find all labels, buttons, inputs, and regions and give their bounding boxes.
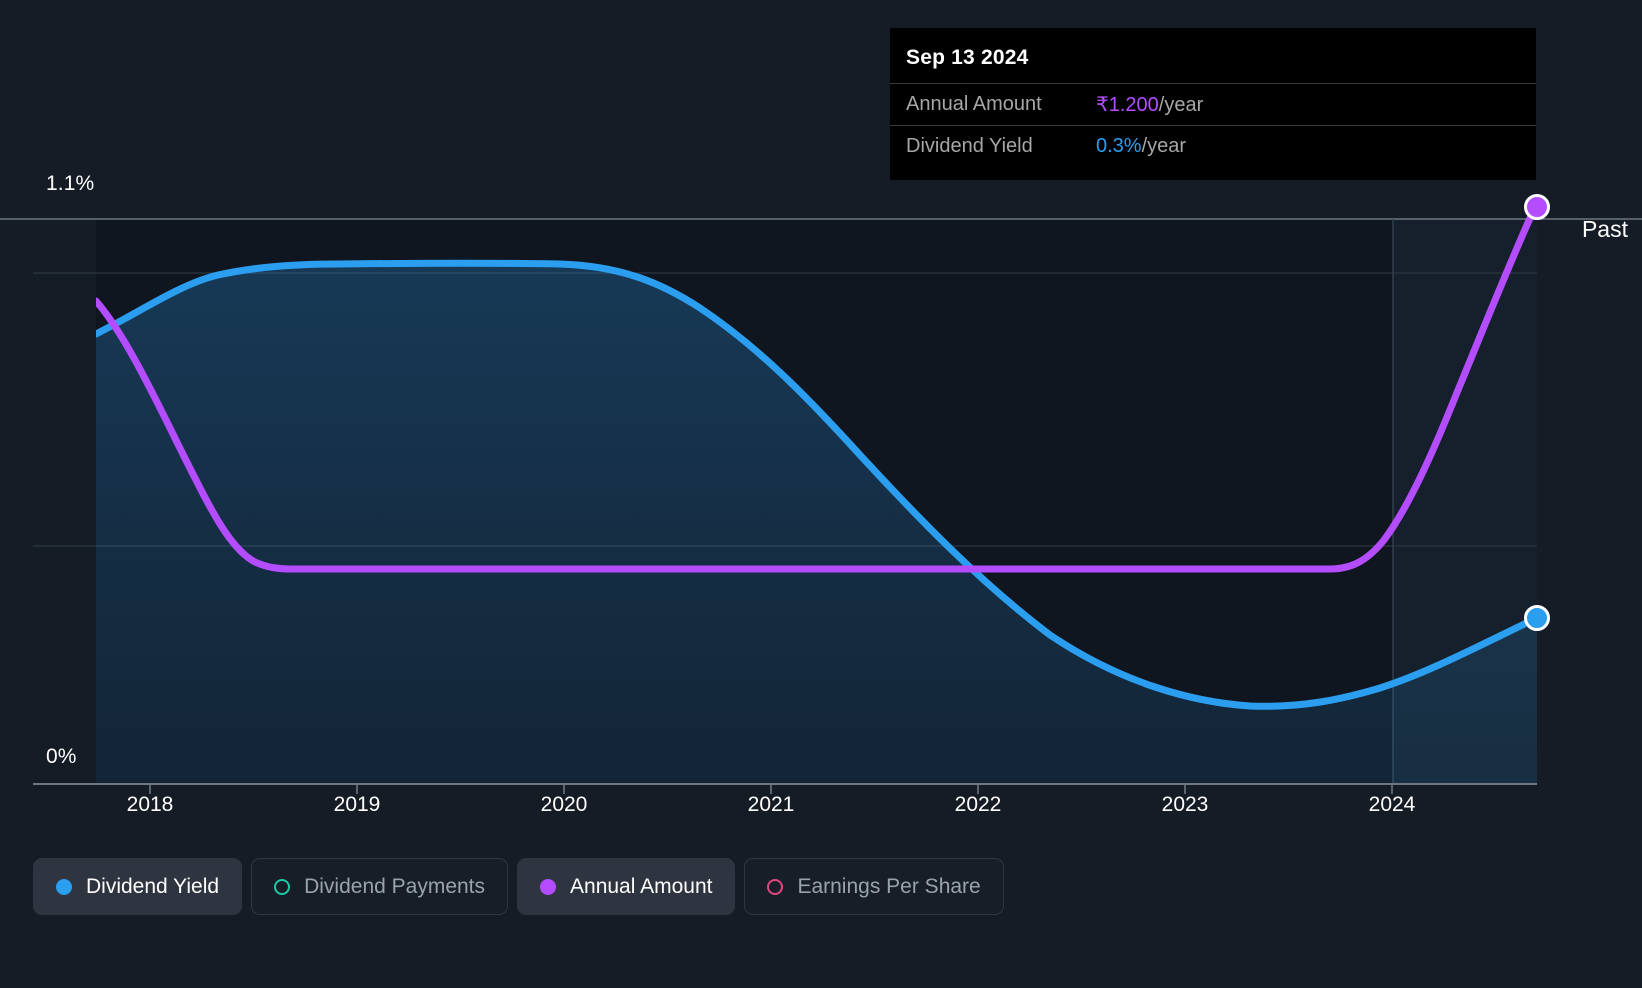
x-axis-label-2022: 2022 bbox=[954, 793, 1002, 816]
tooltip-key-annual-amount: Annual Amount bbox=[906, 93, 1042, 115]
x-axis-label-2023: 2023 bbox=[1161, 793, 1209, 816]
tooltip-amount-value: ₹1.200 bbox=[1096, 94, 1159, 116]
legend-item-earnings-per-share[interactable]: Earnings Per Share bbox=[744, 858, 1004, 915]
annual-amount-dot-icon bbox=[540, 878, 557, 895]
tooltip-spacer bbox=[890, 166, 1536, 180]
x-axis-label-2019: 2019 bbox=[333, 793, 381, 816]
dividend-yield-line bbox=[96, 259, 1537, 710]
y-axis-label-zero: 0% bbox=[46, 745, 77, 768]
tooltip-date: Sep 13 2024 bbox=[906, 46, 1029, 69]
dividend-yield-dot-icon bbox=[56, 878, 72, 895]
legend-label-earnings-per-share: Earnings Per Share bbox=[797, 874, 981, 898]
tooltip-value-dividend-yield: 0.3%/year bbox=[1096, 135, 1186, 158]
dividend-yield-area bbox=[96, 263, 1537, 783]
legend-item-annual-amount[interactable]: Annual Amount bbox=[517, 858, 736, 915]
x-axis-label-2024: 2024 bbox=[1368, 793, 1416, 816]
annual-amount-endpoint[interactable] bbox=[1524, 194, 1550, 220]
legend-label-dividend-payments: Dividend Payments bbox=[304, 874, 486, 898]
legend-item-dividend-payments[interactable]: Dividend Payments bbox=[251, 858, 509, 915]
legend-label-annual-amount: Annual Amount bbox=[570, 874, 713, 898]
dividend-payments-ring-icon bbox=[274, 878, 291, 895]
tooltip-value-annual-amount: ₹1.200/year bbox=[1096, 92, 1203, 117]
tooltip-key-dividend-yield: Dividend Yield bbox=[906, 134, 1033, 157]
x-axis-label-2020: 2020 bbox=[540, 793, 588, 816]
chart-tooltip: Sep 13 2024 Annual Amount ₹1.200/year Di… bbox=[890, 28, 1536, 180]
tooltip-row-dividend-yield: Dividend Yield 0.3%/year bbox=[890, 125, 1536, 166]
annual-amount-line bbox=[96, 203, 1537, 573]
earnings-per-share-ring-icon bbox=[767, 878, 784, 895]
y-axis-label-max: 1.1% bbox=[46, 172, 95, 195]
endpoint-markers bbox=[1524, 194, 1550, 631]
x-axis bbox=[33, 783, 1537, 794]
x-axis-label-2018: 2018 bbox=[126, 793, 174, 816]
x-axis-label-2021: 2021 bbox=[747, 793, 795, 816]
dividend-yield-endpoint[interactable] bbox=[1524, 605, 1550, 631]
tooltip-yield-value: 0.3% bbox=[1096, 134, 1142, 157]
tooltip-amount-suffix: /year bbox=[1158, 94, 1204, 116]
tooltip-row-annual-amount: Annual Amount ₹1.200/year bbox=[890, 83, 1536, 125]
tooltip-yield-suffix: /year bbox=[1141, 134, 1187, 157]
legend-label-dividend-yield: Dividend Yield bbox=[86, 874, 220, 898]
chart-legend: Dividend Yield Dividend Payments Annual … bbox=[33, 858, 1004, 915]
past-period-label: Past bbox=[1581, 216, 1628, 242]
legend-item-dividend-yield[interactable]: Dividend Yield bbox=[33, 858, 243, 915]
